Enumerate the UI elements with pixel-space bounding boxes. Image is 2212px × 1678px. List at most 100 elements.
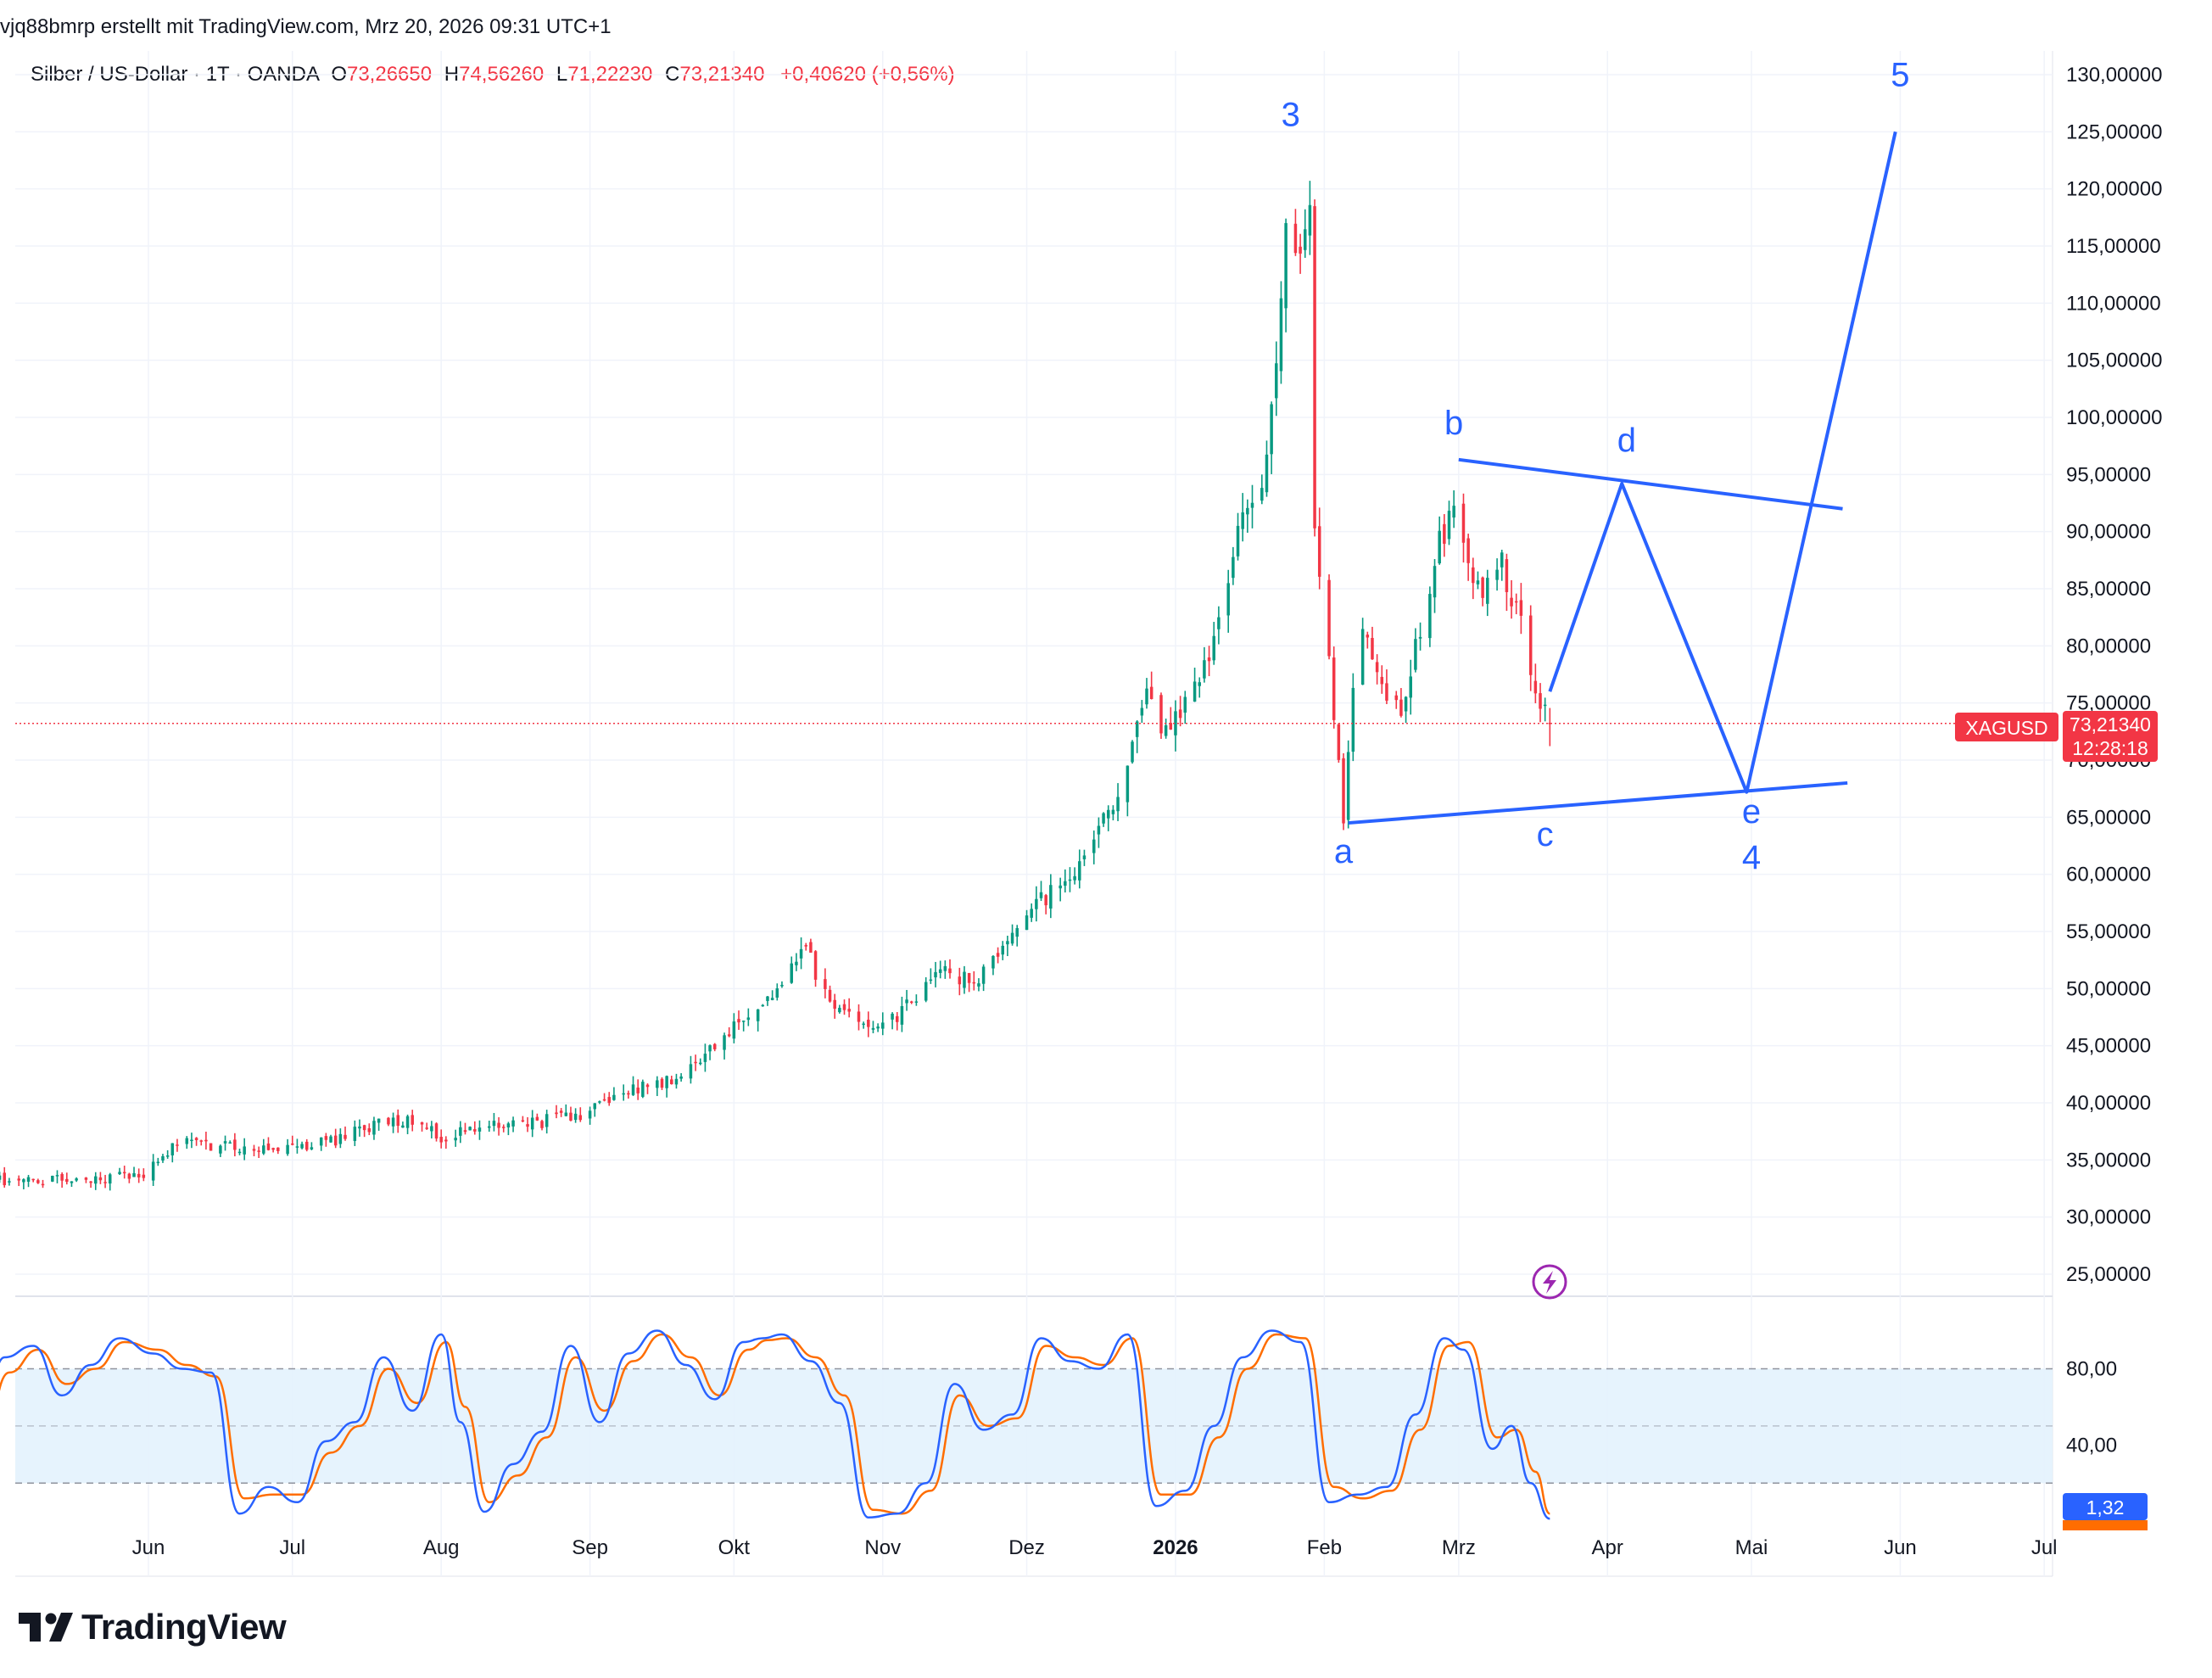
candle-body bbox=[1082, 855, 1086, 859]
candle-body bbox=[1193, 681, 1197, 702]
candle-body bbox=[243, 1146, 246, 1155]
stochastic-axis: 80,00 40,00 bbox=[2066, 1357, 2117, 1457]
candle-body bbox=[1275, 363, 1278, 399]
triangle-trendline[interactable] bbox=[1348, 780, 1848, 825]
triangle-trendline[interactable] bbox=[1458, 457, 1843, 511]
candle-body bbox=[338, 1133, 343, 1144]
candle-body bbox=[1500, 552, 1504, 568]
time-tick-label: Jun bbox=[1884, 1536, 1917, 1559]
candle-body bbox=[1404, 696, 1408, 712]
candle-body bbox=[434, 1123, 438, 1139]
candle-body bbox=[838, 1007, 841, 1013]
candle-body bbox=[492, 1121, 496, 1127]
candle-body bbox=[444, 1139, 448, 1142]
price-tick-label: 115,00000 bbox=[2066, 235, 2161, 258]
time-axis[interactable]: Jun Jul Aug Sep Okt Nov Dez 2026 Feb Mrz Apr Mai Jun… bbox=[132, 1536, 2058, 1559]
candle-body bbox=[578, 1115, 583, 1121]
candle-body bbox=[847, 1009, 851, 1012]
candle-body bbox=[981, 966, 986, 984]
candle-body bbox=[656, 1080, 659, 1088]
candle-body bbox=[36, 1180, 40, 1183]
candle-body bbox=[439, 1137, 443, 1143]
candle-body bbox=[98, 1177, 103, 1181]
candle-body bbox=[1178, 709, 1182, 719]
candle-body bbox=[1169, 723, 1173, 730]
wave-label-a[interactable]: a bbox=[1334, 833, 1354, 870]
candle-body bbox=[511, 1120, 515, 1127]
candle-body bbox=[622, 1093, 625, 1095]
time-tick-label: Feb bbox=[1307, 1536, 1342, 1559]
candle-body bbox=[75, 1178, 78, 1181]
candle-body bbox=[41, 1183, 45, 1186]
candle-body bbox=[488, 1126, 491, 1128]
candle-body bbox=[1174, 711, 1177, 736]
stochastic-lines bbox=[0, 1329, 1551, 1520]
candle-body bbox=[1505, 559, 1509, 592]
wave-label-c[interactable]: c bbox=[1537, 816, 1554, 853]
candle-body bbox=[60, 1173, 64, 1181]
candle-body bbox=[1159, 695, 1163, 734]
candle-body bbox=[641, 1082, 645, 1097]
candle-body bbox=[1375, 662, 1379, 673]
candle-body bbox=[602, 1099, 606, 1101]
alert-circle bbox=[1532, 1264, 1567, 1300]
candle-body bbox=[161, 1155, 165, 1161]
candle-body bbox=[526, 1124, 529, 1127]
candle-body bbox=[478, 1127, 482, 1132]
candle-body bbox=[703, 1054, 707, 1062]
candle-body bbox=[122, 1172, 126, 1174]
candle-body bbox=[804, 945, 807, 947]
candle-body bbox=[1409, 676, 1412, 698]
wave-label-4[interactable]: 4 bbox=[1742, 839, 1761, 876]
candle-body bbox=[1346, 752, 1350, 820]
price-tick-label: 65,00000 bbox=[2066, 806, 2151, 829]
candle-body bbox=[1303, 229, 1307, 250]
candle-body bbox=[1131, 741, 1134, 763]
price-tick-label: 120,00000 bbox=[2066, 178, 2162, 201]
wave-label-e[interactable]: e bbox=[1742, 793, 1761, 831]
candle-body bbox=[1543, 704, 1547, 707]
candle-body bbox=[1030, 909, 1033, 918]
candle-body bbox=[151, 1161, 155, 1181]
candle-body bbox=[1097, 825, 1101, 835]
wave-projection-path[interactable] bbox=[1548, 131, 1897, 794]
candle-body bbox=[170, 1143, 175, 1155]
candle-body bbox=[266, 1143, 271, 1150]
candle-body bbox=[17, 1178, 20, 1181]
wave-label-3[interactable]: 3 bbox=[1282, 97, 1300, 134]
candle-body bbox=[165, 1155, 170, 1157]
wave-label-5[interactable]: 5 bbox=[1891, 56, 1909, 93]
candle-body bbox=[353, 1127, 357, 1141]
candle-body bbox=[723, 1035, 726, 1050]
tradingview-logo[interactable]: TradingView bbox=[19, 1607, 287, 1647]
candle-body bbox=[1183, 696, 1187, 713]
candle-body bbox=[1236, 525, 1240, 557]
candle-body bbox=[300, 1144, 304, 1149]
candle-body bbox=[1250, 502, 1254, 508]
candle-body bbox=[670, 1079, 673, 1085]
candle-body bbox=[1140, 708, 1144, 716]
candle-body bbox=[809, 942, 813, 953]
price-tick-label: 90,00000 bbox=[2066, 521, 2151, 544]
candle-body bbox=[1433, 566, 1437, 598]
wave-label-d[interactable]: d bbox=[1617, 422, 1636, 459]
candle-body bbox=[228, 1142, 232, 1144]
candle-body bbox=[761, 1004, 765, 1007]
candle-body bbox=[1337, 724, 1341, 760]
candle-body bbox=[156, 1161, 160, 1164]
candle-body bbox=[84, 1177, 88, 1180]
wave-label-b[interactable]: b bbox=[1444, 405, 1463, 442]
candle-body bbox=[1279, 298, 1283, 372]
candle-body bbox=[391, 1117, 395, 1127]
candle-body bbox=[387, 1117, 390, 1125]
candle-body bbox=[530, 1117, 534, 1130]
candle-body bbox=[689, 1064, 693, 1079]
candle-body bbox=[1428, 594, 1432, 639]
alert-button[interactable] bbox=[1532, 1264, 1567, 1300]
price-axis[interactable]: 130,00000 125,00000 120,00000 115,00000 110,… bbox=[2066, 64, 2162, 1286]
candle-body bbox=[896, 1015, 899, 1022]
elliott-wave-drawings[interactable]: 3 a b c d e 4 5 bbox=[1282, 56, 1910, 875]
candle-body bbox=[1073, 875, 1076, 881]
candle-body bbox=[1207, 657, 1211, 662]
